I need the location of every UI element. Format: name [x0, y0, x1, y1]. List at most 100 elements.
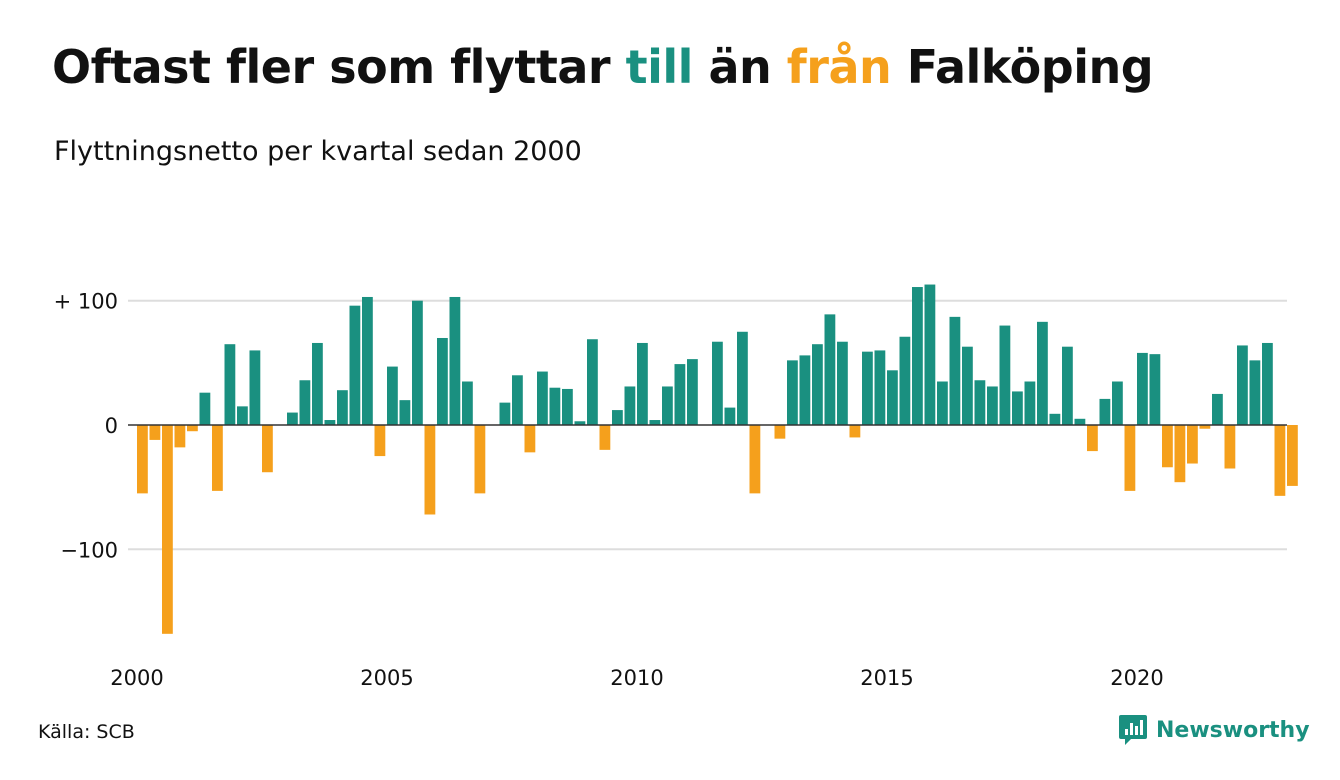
bar: 2019 Q4: -53: [1124, 425, 1136, 491]
bar: 2011 Q3: 67: [712, 341, 723, 425]
bar: 2022 Q1: 64: [1237, 345, 1248, 425]
bar: 2011 Q1: 53: [687, 359, 698, 425]
chart-title: Oftast fler som flyttar till än från Fal…: [52, 40, 1154, 95]
bar: 2020 Q4: -46: [1174, 425, 1186, 483]
bar: 2012 Q1: 75: [737, 331, 748, 425]
x-tick-label: 2010: [610, 666, 663, 690]
bar: 2017 Q4: 35: [1024, 381, 1036, 426]
bar: 2014 Q1: 67: [837, 341, 848, 425]
bar: 2016 Q2: 87: [949, 316, 961, 425]
bar: 2000 Q3: -168: [162, 425, 173, 634]
bar: 2002 Q3: -38: [262, 425, 273, 473]
bar: 2001 Q4: 65: [224, 344, 236, 425]
bar: 2000 Q2: -12: [149, 425, 161, 440]
bar: 2013 Q1: 52: [787, 360, 798, 425]
source-note: Källa: SCB: [38, 721, 135, 743]
bar: 2005 Q3: 100: [412, 300, 423, 425]
bar: 2017 Q3: 27: [1012, 391, 1023, 425]
bar: 2022 Q3: 66: [1262, 342, 1273, 425]
bar: 2012 Q4: -11: [774, 425, 786, 439]
bar: 2004 Q2: 96: [349, 305, 361, 425]
bar: 2020 Q3: -34: [1162, 425, 1173, 468]
bar: 2000 Q4: -18: [174, 425, 186, 448]
bar: 2013 Q4: 89: [824, 314, 836, 425]
grid-layer: [128, 299, 1287, 551]
bar: 2003 Q1: 10: [287, 412, 298, 425]
bar: 2015 Q4: 113: [924, 284, 936, 425]
bar: 2009 Q4: 31: [624, 386, 636, 425]
x-tick-label: 2005: [360, 666, 413, 690]
brand-name: Newsworthy: [1156, 717, 1310, 743]
bar: 2017 Q2: 80: [999, 325, 1011, 425]
bar: undefined: -49: [1287, 425, 1298, 486]
bar: 2012 Q2: -55: [749, 425, 761, 494]
bar: 2004 Q1: 28: [337, 390, 348, 425]
bar: 2015 Q1: 44: [887, 370, 898, 425]
title-middle: än: [708, 40, 772, 94]
chart-subtitle: Flyttningsnetto per kvartal sedan 2000: [54, 136, 582, 167]
bar: 2009 Q3: 12: [612, 410, 623, 425]
y-tick-label: −100: [60, 538, 118, 562]
bar: 2018 Q1: 83: [1037, 321, 1048, 425]
x-tick-label: 2020: [1110, 666, 1163, 690]
bar: 2001 Q3: -53: [212, 425, 223, 491]
bar: 2022 Q2: 52: [1249, 360, 1261, 425]
bar: 2014 Q4: 60: [874, 350, 886, 425]
bar: 2010 Q2: 4: [649, 420, 661, 425]
bar: 2019 Q1: -21: [1087, 425, 1098, 452]
bar: 2009 Q2: -20: [599, 425, 611, 450]
bar: 2005 Q2: 20: [399, 400, 411, 425]
title-highlight-fran: från: [786, 40, 892, 94]
bar: 2001 Q1: -5: [187, 425, 198, 432]
title-prefix: Oftast fler som flyttar: [52, 40, 611, 94]
bar: 2000 Q1: -55: [137, 425, 148, 494]
bar: 2003 Q3: 66: [312, 342, 323, 425]
bar: 2014 Q2: -10: [849, 425, 861, 438]
title-suffix: Falköping: [906, 40, 1154, 94]
bar: 2013 Q3: 65: [812, 344, 823, 425]
bar: 2014 Q3: 59: [862, 351, 873, 425]
y-tick-label: + 100: [54, 290, 118, 314]
bar: 2007 Q4: -22: [524, 425, 536, 453]
bar: 2006 Q1: 70: [437, 337, 448, 425]
bar: 2007 Q3: 40: [512, 375, 523, 425]
bar: 2015 Q3: 111: [912, 287, 923, 425]
bar: 2008 Q3: 29: [562, 388, 573, 425]
bar: 2002 Q2: 60: [249, 350, 261, 425]
bar: 2011 Q4: 14: [724, 407, 736, 425]
bar: 2021 Q2: -3: [1199, 425, 1211, 429]
bar: 2016 Q3: 63: [962, 346, 973, 425]
bar: 2010 Q1: 66: [637, 342, 648, 425]
bar: 2008 Q4: 3: [574, 421, 586, 425]
bar: 2021 Q4: -35: [1224, 425, 1236, 469]
bar: 2010 Q3: 31: [662, 386, 673, 425]
bar: 2018 Q2: 9: [1049, 413, 1061, 425]
bar-layer: 2000 Q1: -552000 Q2: -122000 Q3: -168200…: [137, 284, 1298, 634]
bar: 2019 Q3: 35: [1112, 381, 1123, 426]
bar: 2003 Q4: 4: [324, 420, 336, 425]
bar: 2006 Q4: -55: [474, 425, 486, 494]
title-highlight-till: till: [625, 40, 694, 94]
bar: 2021 Q3: 25: [1212, 393, 1223, 426]
bar: 2003 Q2: 36: [299, 380, 311, 425]
bar: 2019 Q2: 21: [1099, 398, 1111, 425]
bar: 2006 Q3: 35: [462, 381, 473, 426]
bar: 2008 Q1: 43: [537, 371, 548, 425]
label-layer: + 100 0 −100 2000 2005 2010 2015 2020: [54, 290, 1164, 690]
bar: 2013 Q2: 56: [799, 355, 811, 425]
bar: 2005 Q4: -72: [424, 425, 436, 515]
bar: 2018 Q4: 5: [1074, 418, 1086, 426]
brand: Newsworthy: [1118, 714, 1310, 746]
bar: 2020 Q1: 58: [1137, 352, 1148, 425]
bar: 2004 Q4: -25: [374, 425, 386, 457]
bar: 2017 Q1: 31: [987, 386, 998, 425]
bar: 2005 Q1: 47: [387, 366, 398, 425]
bar: 2001 Q2: 26: [199, 392, 211, 425]
x-tick-label: 2015: [860, 666, 913, 690]
y-tick-label: 0: [105, 414, 118, 438]
bar: 2022 Q4: -57: [1274, 425, 1286, 496]
bar: 2004 Q3: 103: [362, 296, 373, 425]
bar: 2002 Q1: 15: [237, 406, 248, 426]
bar: 2007 Q2: 18: [499, 402, 511, 425]
